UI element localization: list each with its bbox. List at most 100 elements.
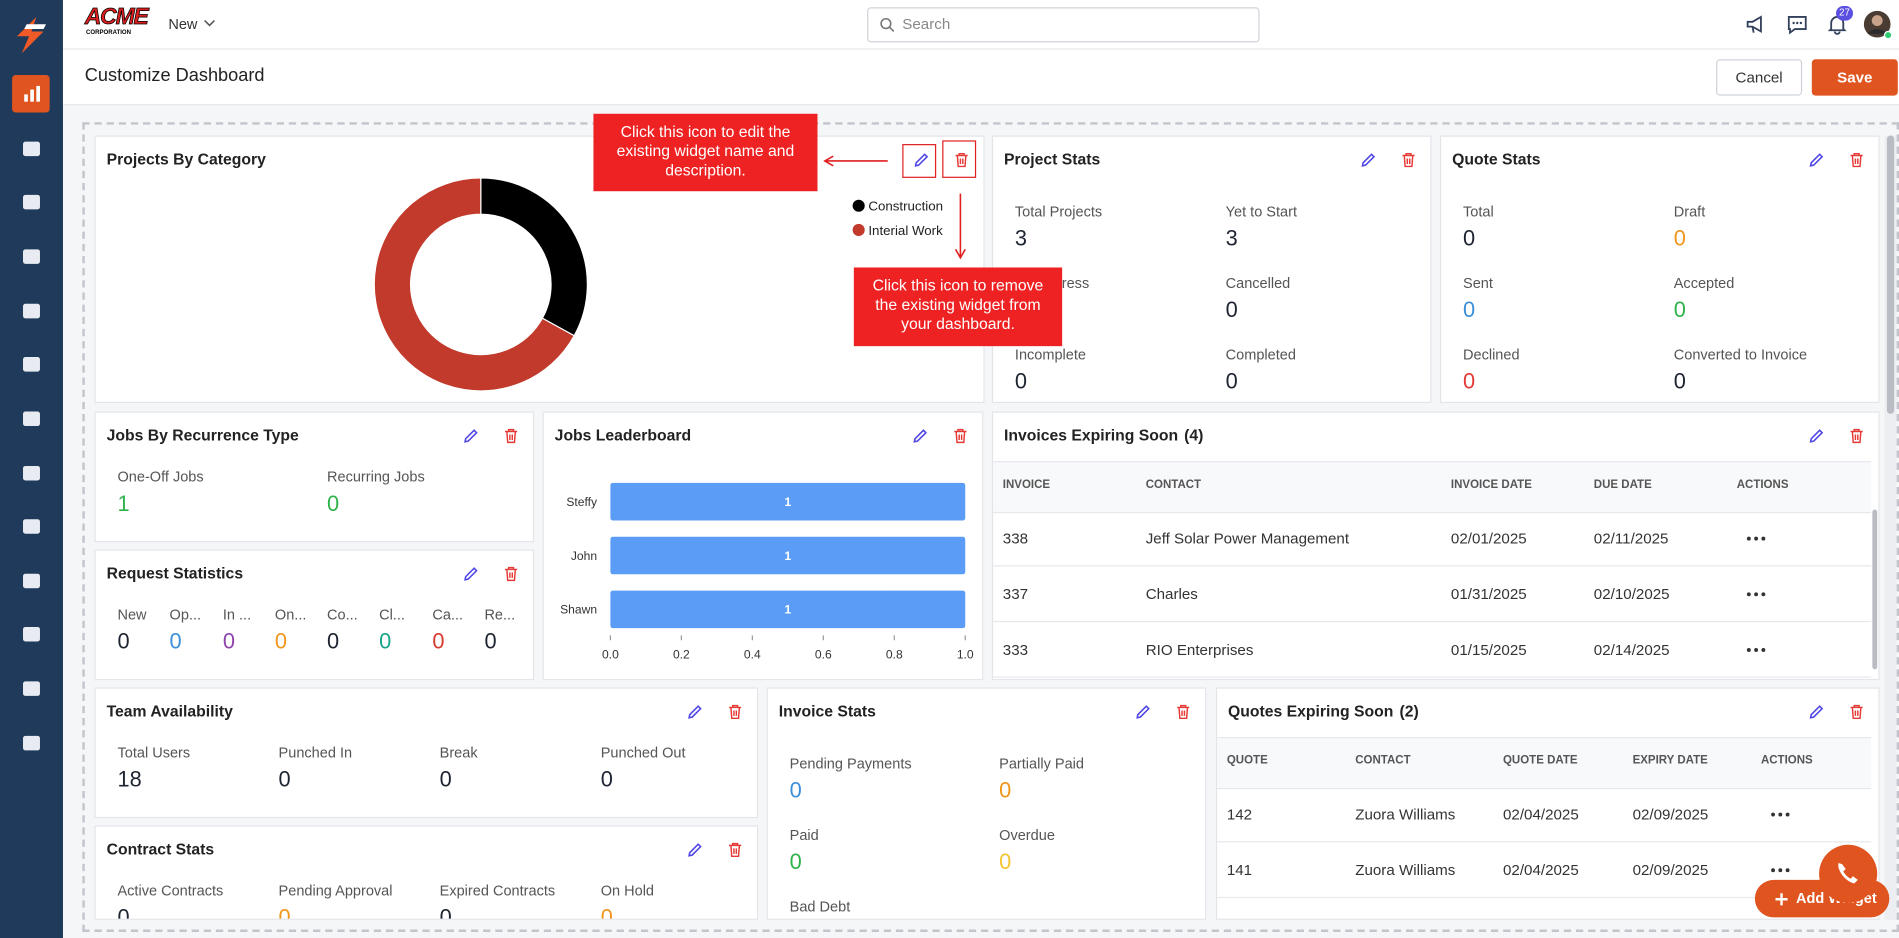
column-header: EXPIRY DATE <box>1632 754 1708 768</box>
category-label: Shawn <box>560 603 597 617</box>
delete-icon[interactable] <box>1175 703 1192 720</box>
dot <box>1778 812 1783 817</box>
delete-icon[interactable] <box>1848 703 1865 720</box>
column-header: ACTIONS <box>1760 754 1813 768</box>
stat-value: 0 <box>600 905 613 920</box>
stat-label: On Hold <box>600 882 655 900</box>
phone-button[interactable] <box>1818 844 1879 905</box>
column-header: CONTACT <box>1355 754 1411 768</box>
delete-icon[interactable] <box>1400 151 1417 168</box>
bar-value-label: 1 <box>784 603 791 617</box>
dot <box>1771 868 1775 873</box>
legend-swatch <box>852 199 865 212</box>
bar <box>610 536 966 575</box>
table-cell: 02/04/2025 <box>1502 806 1579 824</box>
edit-icon[interactable] <box>463 565 480 582</box>
nav-icon[interactable] <box>21 138 43 160</box>
cancel-button[interactable]: Cancel <box>1716 59 1803 96</box>
phone-circle <box>1819 844 1878 903</box>
toolbar: Customize Dashboard Cancel Save <box>62 49 1899 106</box>
delete-icon[interactable] <box>727 841 744 858</box>
table-cell: 01/15/2025 <box>1450 641 1527 659</box>
nav-icon[interactable] <box>21 623 43 645</box>
table-cell: Jeff Solar Power Management <box>1145 530 1350 548</box>
delete-icon[interactable] <box>952 427 969 444</box>
nav-icon[interactable] <box>21 732 43 754</box>
stat-value: 0 <box>1463 297 1476 322</box>
delete-icon[interactable] <box>953 151 970 168</box>
row-actions[interactable] <box>1746 591 1766 598</box>
delete-icon[interactable] <box>503 427 520 444</box>
nav-icon[interactable] <box>21 570 43 592</box>
edit-icon[interactable] <box>1360 151 1377 168</box>
table-cell: 01/31/2025 <box>1450 585 1527 603</box>
stat-value: 0 <box>1225 369 1238 394</box>
row-actions[interactable] <box>1746 646 1766 653</box>
search-box[interactable]: Search <box>867 7 1260 43</box>
edit-icon[interactable] <box>1808 151 1825 168</box>
search-icon <box>880 17 895 33</box>
new-menu[interactable]: New <box>168 15 198 33</box>
announce-icon[interactable] <box>1744 12 1768 36</box>
nav-icon[interactable] <box>21 353 43 375</box>
table-scrollbar <box>1872 509 1878 670</box>
x-tick-label: 0.2 <box>673 647 690 661</box>
stat-label: Op... <box>169 606 202 624</box>
stat-label: Cancelled <box>1225 274 1291 292</box>
edit-icon[interactable] <box>913 151 930 168</box>
table-cell: 02/04/2025 <box>1502 861 1579 879</box>
stat-value: 0 <box>484 629 497 654</box>
glyph <box>1850 152 1863 168</box>
stat-label: In Progress <box>1014 274 1090 292</box>
nav-icon[interactable] <box>21 516 43 538</box>
glyph <box>23 735 40 751</box>
nav-icon[interactable] <box>21 462 43 484</box>
stat-value: 0 <box>1673 226 1686 251</box>
nav-icon[interactable] <box>21 678 43 700</box>
save-button[interactable]: Save <box>1811 59 1898 96</box>
edit-icon[interactable] <box>687 841 704 858</box>
table-cell: 337 <box>1002 585 1029 603</box>
nav-icon[interactable] <box>21 408 43 430</box>
table-cell: 141 <box>1226 861 1253 879</box>
chat-icon[interactable] <box>1785 12 1809 36</box>
stat-value: 3 <box>1225 226 1238 251</box>
bar <box>610 590 966 629</box>
avatar[interactable] <box>1863 10 1894 41</box>
delete-icon[interactable] <box>1848 427 1865 444</box>
edit-icon[interactable] <box>463 427 480 444</box>
edit-icon[interactable] <box>912 427 929 444</box>
nav-icon[interactable] <box>21 191 43 213</box>
table-header <box>993 461 1872 514</box>
x-tick-label: 0.8 <box>886 647 903 661</box>
chevron <box>204 20 215 27</box>
stat-label: Paid <box>789 826 819 844</box>
table-cell: 333 <box>1002 641 1029 659</box>
nav-icon[interactable] <box>21 246 43 268</box>
edit-icon[interactable] <box>1808 703 1825 720</box>
row-actions[interactable] <box>1746 535 1766 542</box>
edit-icon[interactable] <box>687 703 704 720</box>
stat-label: Sent <box>1463 274 1493 292</box>
row-actions[interactable] <box>1771 811 1790 818</box>
widget: Quote Stats Total 0 Draft 0 Sent 0 Accepted 0 Dec… <box>1439 135 1880 404</box>
scroll-thumb <box>1886 135 1895 414</box>
edit-icon[interactable] <box>1808 427 1825 444</box>
row-actions[interactable] <box>1771 867 1790 874</box>
edit-icon[interactable] <box>1135 703 1152 720</box>
glyph <box>505 428 518 444</box>
glyph <box>954 428 967 444</box>
stat-label: Expired Contracts <box>439 882 556 900</box>
stat-value: 18 <box>117 767 142 792</box>
nav-icon[interactable] <box>21 300 43 322</box>
glyph <box>23 626 40 642</box>
stat-value: 0 <box>169 629 182 654</box>
delete-icon[interactable] <box>1848 151 1865 168</box>
widget-title: Projects By Category <box>106 150 266 169</box>
stat-value: 1 <box>117 491 130 516</box>
column-header: ACTIONS <box>1736 478 1789 492</box>
table-cell: 142 <box>1226 806 1253 824</box>
delete-icon[interactable] <box>503 565 520 582</box>
nav-icon[interactable] <box>21 84 43 106</box>
delete-icon[interactable] <box>727 703 744 720</box>
